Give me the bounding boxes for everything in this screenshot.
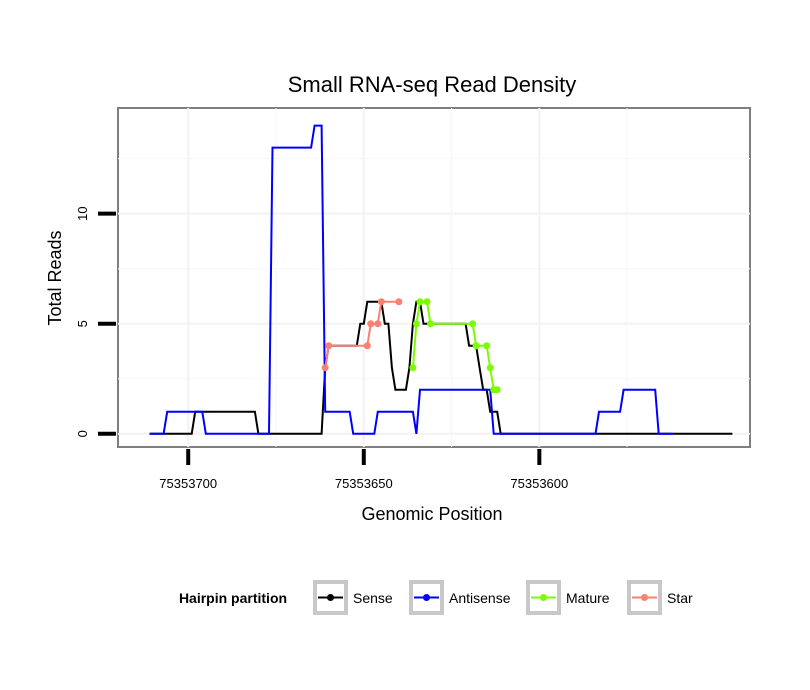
legend-key-point-mature <box>540 594 547 601</box>
x-tick-label: 75353650 <box>335 476 393 491</box>
data-point-star <box>395 298 403 306</box>
x-axis-title: Genomic Position <box>361 504 502 524</box>
data-point-star <box>325 342 333 350</box>
legend-label-star: Star <box>667 590 693 606</box>
data-point-mature <box>416 298 424 306</box>
legend-key-point-star <box>641 594 648 601</box>
data-point-star <box>374 320 382 328</box>
data-point-star <box>367 320 375 328</box>
legend: Hairpin partition Sense Antisense Mature St… <box>179 580 693 615</box>
legend-key-point-sense <box>327 594 334 601</box>
y-tick-label: 5 <box>75 320 90 327</box>
data-point-mature <box>426 320 434 328</box>
legend-title: Hairpin partition <box>179 590 287 606</box>
data-point-star <box>363 342 371 350</box>
x-tick-label: 75353600 <box>510 476 568 491</box>
data-point-mature <box>409 364 417 372</box>
data-point-mature <box>412 320 420 328</box>
data-point-mature <box>486 364 494 372</box>
data-point-mature <box>423 298 431 306</box>
series-layer <box>149 124 733 435</box>
data-point-mature <box>469 320 477 328</box>
data-point-mature <box>472 342 480 350</box>
legend-label-antisense: Antisense <box>449 590 511 606</box>
series-line-antisense <box>149 124 673 435</box>
chart-title: Small RNA-seq Read Density <box>288 72 577 97</box>
y-axis-title: Total Reads <box>45 230 65 325</box>
data-point-star <box>321 364 329 372</box>
data-point-mature <box>493 386 501 394</box>
x-tick-label: 75353700 <box>159 476 217 491</box>
y-tick-label: 0 <box>75 430 90 437</box>
data-point-mature <box>483 342 491 350</box>
axes: 75353700 75353650 75353600 0 5 10 <box>75 206 568 491</box>
legend-key-point-antisense <box>423 594 430 601</box>
y-tick-label: 10 <box>75 206 90 220</box>
data-point-star <box>377 298 385 306</box>
legend-label-mature: Mature <box>566 590 610 606</box>
legend-label-sense: Sense <box>353 590 393 606</box>
